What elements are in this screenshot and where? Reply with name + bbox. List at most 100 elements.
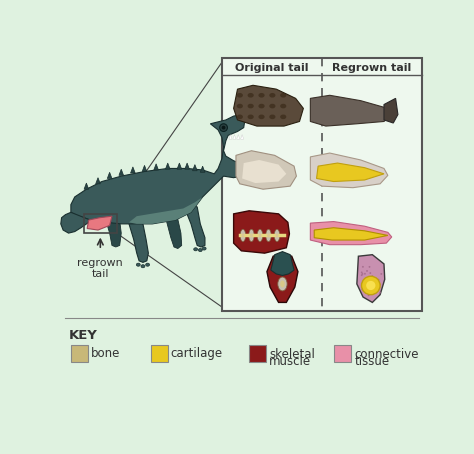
Polygon shape xyxy=(233,134,236,139)
Ellipse shape xyxy=(240,229,246,242)
Ellipse shape xyxy=(280,281,285,287)
Ellipse shape xyxy=(258,93,264,98)
Polygon shape xyxy=(96,178,100,184)
Circle shape xyxy=(275,234,279,237)
Text: KEY: KEY xyxy=(69,329,98,341)
Ellipse shape xyxy=(141,265,145,268)
Ellipse shape xyxy=(237,93,243,98)
Circle shape xyxy=(364,273,366,275)
Circle shape xyxy=(362,276,380,295)
Circle shape xyxy=(368,294,370,296)
Polygon shape xyxy=(165,163,170,169)
Polygon shape xyxy=(317,163,384,182)
Polygon shape xyxy=(310,95,392,126)
Bar xyxy=(84,214,117,233)
Polygon shape xyxy=(61,212,90,233)
Polygon shape xyxy=(177,163,182,169)
Circle shape xyxy=(362,266,364,268)
Text: connective: connective xyxy=(355,348,419,361)
Polygon shape xyxy=(84,183,89,189)
Ellipse shape xyxy=(266,229,271,242)
Polygon shape xyxy=(71,114,245,224)
Polygon shape xyxy=(310,222,392,245)
Polygon shape xyxy=(142,165,147,172)
Ellipse shape xyxy=(269,114,275,119)
Ellipse shape xyxy=(202,247,206,250)
Circle shape xyxy=(369,266,371,268)
Polygon shape xyxy=(242,160,286,183)
Bar xyxy=(334,345,351,362)
Polygon shape xyxy=(130,167,135,173)
Bar xyxy=(71,345,88,362)
Text: Regrown tail: Regrown tail xyxy=(332,64,411,74)
Bar xyxy=(151,345,168,362)
Circle shape xyxy=(258,234,262,237)
Ellipse shape xyxy=(257,229,263,242)
Circle shape xyxy=(250,234,253,237)
Circle shape xyxy=(361,271,363,273)
Circle shape xyxy=(368,284,370,286)
Ellipse shape xyxy=(280,93,286,98)
Circle shape xyxy=(362,273,364,275)
Polygon shape xyxy=(87,216,112,230)
Circle shape xyxy=(366,281,375,290)
Polygon shape xyxy=(234,85,303,126)
Ellipse shape xyxy=(280,104,286,109)
Circle shape xyxy=(375,281,377,283)
Polygon shape xyxy=(234,211,290,253)
Polygon shape xyxy=(357,255,385,302)
Circle shape xyxy=(361,288,363,290)
Text: Original tail: Original tail xyxy=(235,64,309,74)
Circle shape xyxy=(371,288,373,290)
Circle shape xyxy=(241,234,245,237)
Ellipse shape xyxy=(280,114,286,119)
Ellipse shape xyxy=(247,114,254,119)
Circle shape xyxy=(371,286,373,288)
Text: skeletal: skeletal xyxy=(269,348,315,361)
Polygon shape xyxy=(271,252,294,276)
Polygon shape xyxy=(129,197,202,224)
Ellipse shape xyxy=(194,248,198,251)
Polygon shape xyxy=(267,253,298,302)
Ellipse shape xyxy=(258,104,264,109)
Polygon shape xyxy=(236,151,296,189)
Text: tissue: tissue xyxy=(355,355,390,368)
Ellipse shape xyxy=(269,93,275,98)
Circle shape xyxy=(381,273,382,275)
Polygon shape xyxy=(185,163,190,169)
Polygon shape xyxy=(241,134,244,139)
Circle shape xyxy=(377,279,379,281)
Polygon shape xyxy=(107,172,112,178)
Circle shape xyxy=(375,281,377,283)
Circle shape xyxy=(369,272,371,274)
Ellipse shape xyxy=(247,104,254,109)
Ellipse shape xyxy=(274,229,280,242)
Circle shape xyxy=(222,126,226,129)
Text: bone: bone xyxy=(91,347,120,360)
Circle shape xyxy=(379,284,381,286)
Polygon shape xyxy=(119,169,124,175)
Ellipse shape xyxy=(198,248,202,252)
Text: muscle: muscle xyxy=(269,355,311,368)
Polygon shape xyxy=(154,164,158,170)
Circle shape xyxy=(361,274,363,276)
Polygon shape xyxy=(185,205,205,247)
Polygon shape xyxy=(237,134,240,139)
Circle shape xyxy=(379,291,381,294)
Ellipse shape xyxy=(247,93,254,98)
Bar xyxy=(222,58,422,311)
Circle shape xyxy=(372,275,373,277)
Circle shape xyxy=(267,234,270,237)
Polygon shape xyxy=(201,166,205,172)
Polygon shape xyxy=(106,218,121,247)
Polygon shape xyxy=(229,134,232,139)
Bar xyxy=(249,345,266,362)
Ellipse shape xyxy=(237,104,243,109)
Ellipse shape xyxy=(258,114,264,119)
Circle shape xyxy=(366,270,368,272)
Ellipse shape xyxy=(146,263,149,266)
Polygon shape xyxy=(310,153,388,188)
Ellipse shape xyxy=(237,114,243,119)
Text: cartilage: cartilage xyxy=(171,347,223,360)
Circle shape xyxy=(219,124,228,132)
